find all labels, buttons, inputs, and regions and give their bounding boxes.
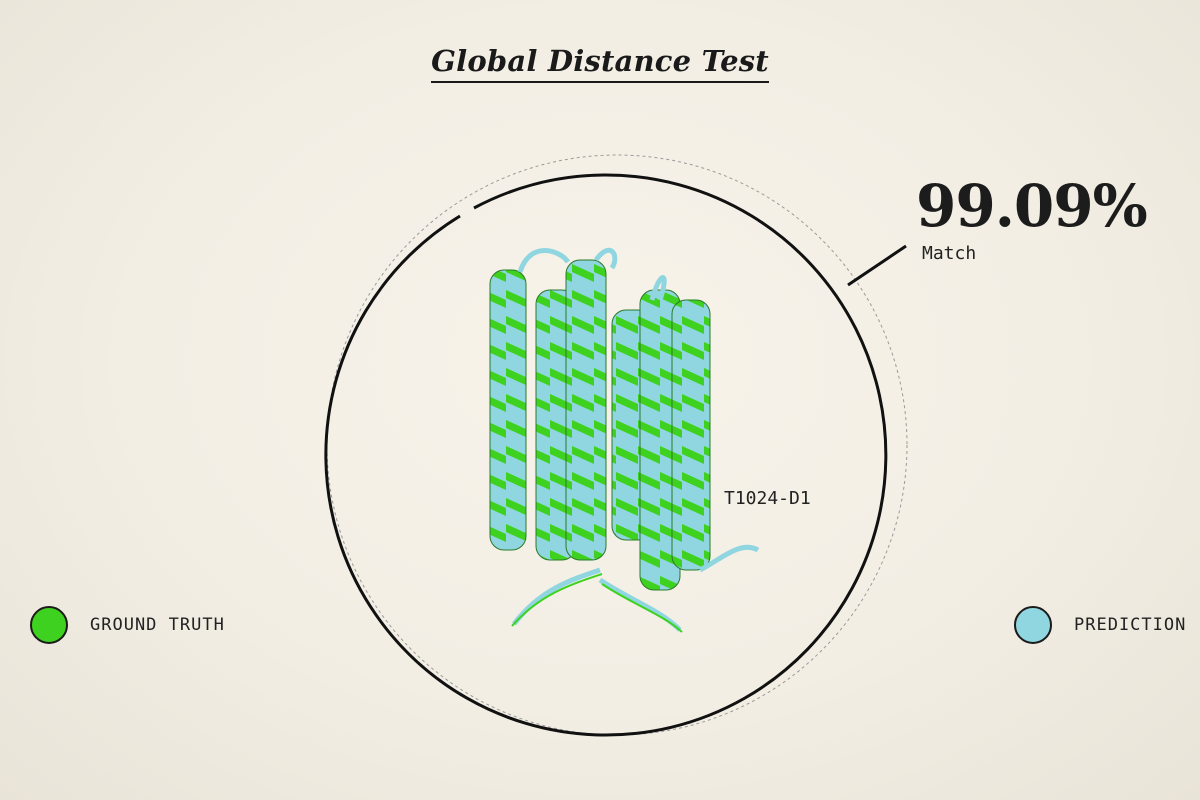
prediction-swatch — [1014, 606, 1052, 644]
main-ring — [324, 173, 888, 737]
helix-3 — [565, 259, 607, 561]
match-label: Match — [922, 243, 977, 264]
helix-1 — [489, 269, 527, 551]
loop-bottom-green — [511, 573, 683, 633]
ground-truth-label: GROUND TRUTH — [90, 615, 225, 635]
helix-6 — [671, 299, 711, 571]
metric-connector-line — [847, 244, 907, 287]
legend-ground-truth: GROUND TRUTH — [30, 606, 225, 644]
loop-top — [517, 247, 667, 301]
ground-truth-swatch — [30, 606, 68, 644]
legend-prediction: PREDICTION — [1014, 606, 1186, 644]
outer-dashed-ring — [326, 154, 908, 736]
target-id-label: T1024-D1 — [724, 488, 811, 509]
page-title: Global Distance Test — [0, 44, 1200, 83]
page-title-text: Global Distance Test — [431, 44, 769, 83]
match-percentage: 99.09% — [916, 172, 1148, 240]
protein-structure — [489, 247, 760, 633]
prediction-label: PREDICTION — [1074, 615, 1187, 635]
